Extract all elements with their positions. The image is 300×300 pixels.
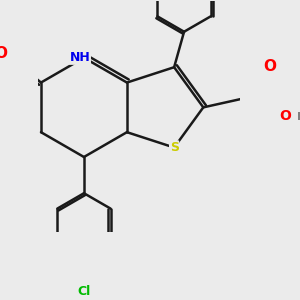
Text: O: O	[280, 109, 292, 123]
Text: Cl: Cl	[77, 286, 91, 298]
Text: NH: NH	[70, 51, 90, 64]
Text: S: S	[169, 141, 178, 154]
Text: H: H	[297, 112, 300, 122]
Text: O: O	[263, 59, 276, 74]
Text: O: O	[0, 46, 7, 61]
